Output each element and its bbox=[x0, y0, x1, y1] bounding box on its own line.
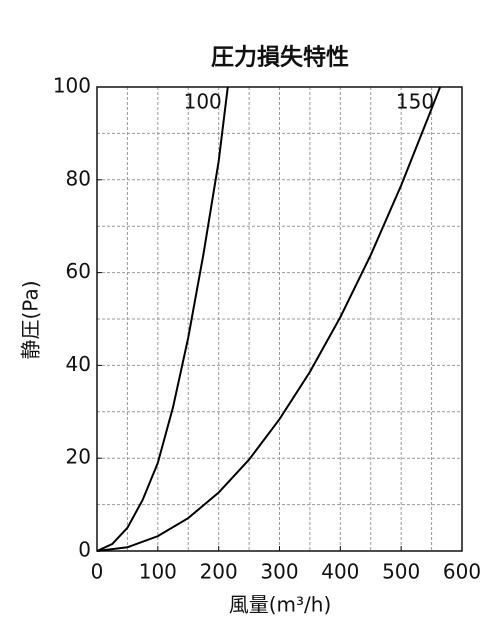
x-tick-label: 300 bbox=[260, 560, 298, 584]
curve bbox=[96, 86, 229, 552]
chart-title: 圧力損失特性 bbox=[211, 45, 349, 71]
x-tick-label: 100 bbox=[139, 560, 177, 584]
x-tick-label: 0 bbox=[91, 560, 104, 584]
legend-label: 150 bbox=[396, 90, 434, 114]
y-tick-label: 60 bbox=[66, 259, 91, 283]
x-axis-label: 風量(m³/h) bbox=[229, 593, 332, 617]
y-axis-label: 静圧(Pa) bbox=[19, 280, 43, 359]
y-tick-label: 40 bbox=[66, 352, 91, 376]
legend-label: 100 bbox=[184, 90, 222, 114]
y-tick-label: 20 bbox=[66, 445, 91, 469]
y-tick-label: 100 bbox=[53, 74, 91, 98]
y-tick-label: 80 bbox=[66, 166, 91, 190]
x-tick-label: 600 bbox=[443, 560, 481, 584]
x-tick-label: 500 bbox=[382, 560, 420, 584]
y-tick-label: 0 bbox=[78, 538, 91, 562]
curve bbox=[96, 86, 442, 552]
x-tick-label: 200 bbox=[200, 560, 238, 584]
x-tick-label: 400 bbox=[321, 560, 359, 584]
